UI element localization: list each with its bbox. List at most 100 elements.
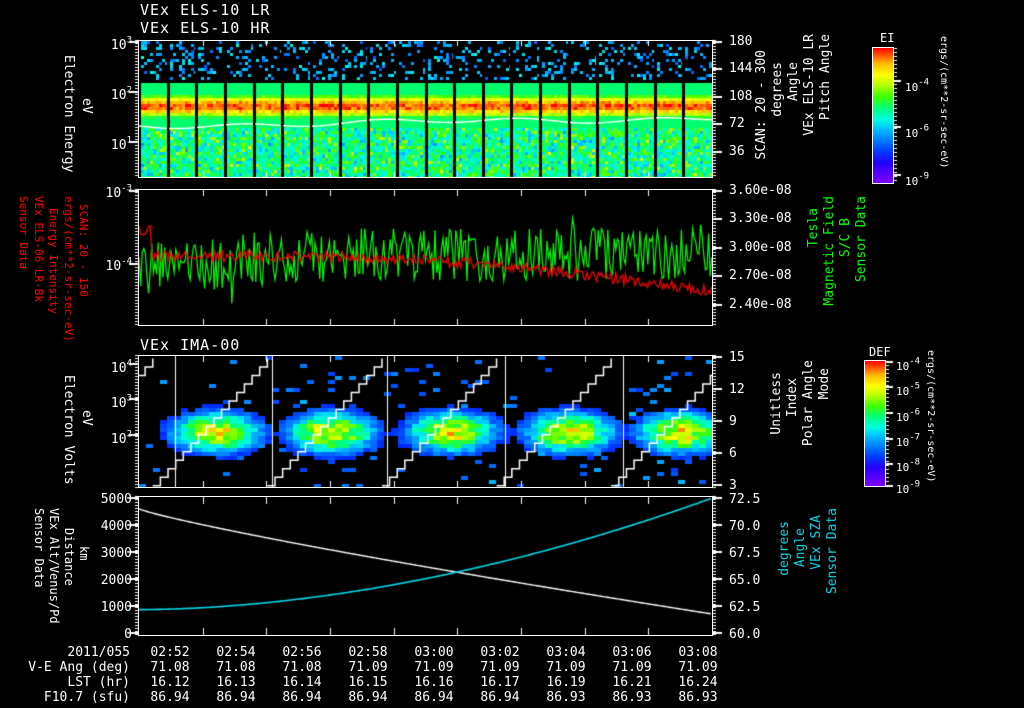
time-table-row: F10.7 (sfu) 86.94 86.94 86.94 86.94 86.94 86.9…	[0, 690, 731, 705]
panel4-orbit-canvas	[139, 497, 712, 635]
panel2-rtick-3: 2.70e-08	[729, 268, 792, 283]
panel4-right-label-2: VEx SZA	[809, 515, 824, 570]
panel4-rtick-3: 65.0	[729, 573, 761, 588]
panel3-colorbar-tick-2: 10-6	[896, 407, 921, 424]
panel1-right-label-1: Pitch Angle	[818, 34, 833, 121]
time-table-row: V-E Ang (deg) 71.08 71.08 71.08 71.09 71.09 71…	[0, 660, 731, 675]
time-table-cell: 71.08	[150, 660, 190, 675]
time-table-cell: 86.94	[282, 690, 322, 705]
panel1-rtick-0: 180	[729, 34, 753, 49]
panel4-ytick-3: 2000	[100, 573, 132, 588]
time-table-cell: 86.94	[348, 690, 388, 705]
panel2-rtick-2: 3.00e-08	[729, 240, 792, 255]
time-table-cell: 71.08	[282, 660, 322, 675]
panel2-ytick-1: 10-4	[105, 257, 133, 274]
panel1-colorbar-title: EI	[880, 31, 895, 45]
panel3-colorbar-ticks	[886, 359, 896, 489]
time-table-cell: 86.93	[678, 690, 718, 705]
panel3-colorbar-tick-5: 10-9	[896, 479, 921, 496]
panel2-right-minor-ticks	[712, 188, 726, 327]
time-table-cell: 86.94	[480, 690, 520, 705]
panel3-colorbar-tick-3: 10-7	[896, 432, 921, 449]
panel1-colorbar-ticks	[894, 46, 904, 186]
panel3-rtick-2: 9	[729, 414, 737, 429]
panel3-right-label-3: Index	[785, 378, 800, 418]
time-table-cell: 16.24	[678, 675, 718, 690]
panel1-plot-area	[138, 40, 713, 178]
panel1-rtick-2: 108	[729, 89, 753, 104]
panel4-rtick-4: 62.5	[729, 600, 761, 615]
time-table-cell: 71.09	[612, 660, 652, 675]
time-table-cell: 71.08	[216, 660, 256, 675]
time-table-cell: 03:02	[480, 645, 520, 660]
time-table-cell: 71.09	[414, 660, 454, 675]
panel4-left-minor-ticks	[127, 495, 139, 637]
panel2-rtick-4: 2.40e-08	[729, 297, 792, 312]
panel4-left-label-1: Sensor Data	[32, 508, 46, 588]
time-table-cell: 86.94	[150, 690, 190, 705]
panel1-left-axis-label-2: eV	[79, 98, 94, 114]
time-table-cell: 16.21	[612, 675, 652, 690]
panel2-right-label-1: Sensor Data	[854, 196, 869, 283]
panel3-colorbar-tick-0: 10-4	[896, 356, 921, 373]
time-table-cell: 02:54	[216, 645, 256, 660]
time-table-row-label: 2011/055	[67, 645, 130, 660]
panel4-rtick-1: 70.0	[729, 519, 761, 534]
panel1-title-line2: VEx ELS-10 HR	[140, 19, 271, 37]
panel1-right-minor-ticks	[712, 39, 726, 179]
panel1-right-label-5: SCAN: 20 - 300	[754, 50, 769, 160]
panel3-rtick-1: 12	[729, 382, 745, 397]
time-table-cell: 16.19	[546, 675, 586, 690]
panel1-colorbar-tick-1: 10-6	[905, 123, 930, 140]
panel4-right-minor-ticks	[712, 495, 726, 637]
panel2-right-label-3: Magnetic Field	[822, 196, 837, 306]
panel2-left-minor-ticks	[127, 188, 139, 327]
time-table-cell: 86.94	[216, 690, 256, 705]
time-table-cell: 03:06	[612, 645, 652, 660]
panel4-ytick-1: 4000	[100, 519, 132, 534]
panel3-plot-area	[138, 355, 713, 488]
panel4-ytick-2: 3000	[100, 546, 132, 561]
panel3-rtick-0: 15	[729, 350, 745, 365]
panel1-left-minor-ticks	[127, 39, 139, 179]
time-table-cell: 16.17	[480, 675, 520, 690]
panel1-colorbar	[872, 47, 894, 184]
time-table-cell: 16.15	[348, 675, 388, 690]
time-table-cell: 86.94	[414, 690, 454, 705]
time-table-cell: 16.12	[150, 675, 190, 690]
time-table-row: LST (hr) 16.12 16.13 16.14 16.15 16.16 16.17 16…	[0, 675, 731, 690]
time-table-cell: 71.09	[678, 660, 718, 675]
panel3-colorbar-tick-4: 10-8	[896, 457, 921, 474]
panel3-colorbar-unit: ergs/(cm**2-sr-sec-eV)	[925, 350, 936, 483]
panel1-rtick-3: 72	[729, 116, 745, 131]
panel3-colorbar-tick-1: 10-5	[896, 381, 921, 398]
panel4-left-label-4: km	[77, 546, 91, 561]
panel2-plot-area	[138, 189, 713, 326]
time-table-cell: 86.93	[612, 690, 652, 705]
time-table-row: 2011/055 02:52 02:54 02:56 02:58 03:00 03:02 03…	[0, 645, 731, 660]
panel1-colorbar-unit: ergs/(cm**2-sr-sec-eV)	[938, 36, 949, 169]
time-table-row-label: V-E Ang (deg)	[28, 660, 130, 675]
panel4-right-label-4: degrees	[777, 521, 792, 576]
panel4-right-label-1: Sensor Data	[825, 508, 840, 595]
panel1-left-axis-label-1: Electron Energy	[61, 55, 76, 173]
panel4-left-label-2: VEx Alt/Venus/Pd	[47, 508, 61, 624]
time-table-cell: 71.09	[546, 660, 586, 675]
panel3-spectrogram-canvas	[139, 356, 712, 487]
panel1-rtick-1: 144	[729, 61, 753, 76]
time-table-cell: 03:04	[546, 645, 586, 660]
panel2-left-label-4: ergs/(cm**2-sr-sec-eV)	[62, 196, 75, 342]
panel4-ytick-0: 5000	[100, 492, 132, 507]
panel2-rtick-0: 3.60e-08	[729, 183, 792, 198]
panel1-colorbar-tick-2: 10-9	[905, 171, 930, 188]
panel3-colorbar	[864, 360, 886, 487]
time-table-cell: 02:52	[150, 645, 190, 660]
panel3-colorbar-title: DEF	[869, 345, 891, 359]
time-axis-table: 2011/055 02:52 02:54 02:56 02:58 03:00 03:02 03…	[0, 645, 731, 705]
panel2-left-label-5: SCAN: 20 - 150	[77, 204, 90, 297]
panel1-right-label-2: VEx ELS-10 LR	[802, 34, 817, 136]
panel4-rtick-2: 67.5	[729, 546, 761, 561]
panel2-rtick-1: 3.30e-08	[729, 211, 792, 226]
panel2-left-label-3: Energy Intensity	[47, 208, 60, 314]
